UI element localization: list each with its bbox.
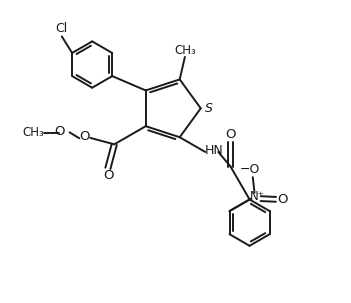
Text: O: O bbox=[103, 169, 113, 182]
Text: O: O bbox=[55, 125, 65, 138]
Text: −O: −O bbox=[240, 163, 260, 176]
Text: Cl: Cl bbox=[55, 22, 67, 35]
Text: N⁺: N⁺ bbox=[250, 190, 264, 203]
Text: O: O bbox=[278, 193, 288, 206]
Text: HN: HN bbox=[204, 144, 223, 157]
Text: CH₃: CH₃ bbox=[22, 126, 44, 139]
Text: CH₃: CH₃ bbox=[175, 44, 197, 57]
Text: O: O bbox=[226, 128, 236, 141]
Text: O: O bbox=[79, 130, 89, 143]
Text: S: S bbox=[205, 102, 213, 115]
